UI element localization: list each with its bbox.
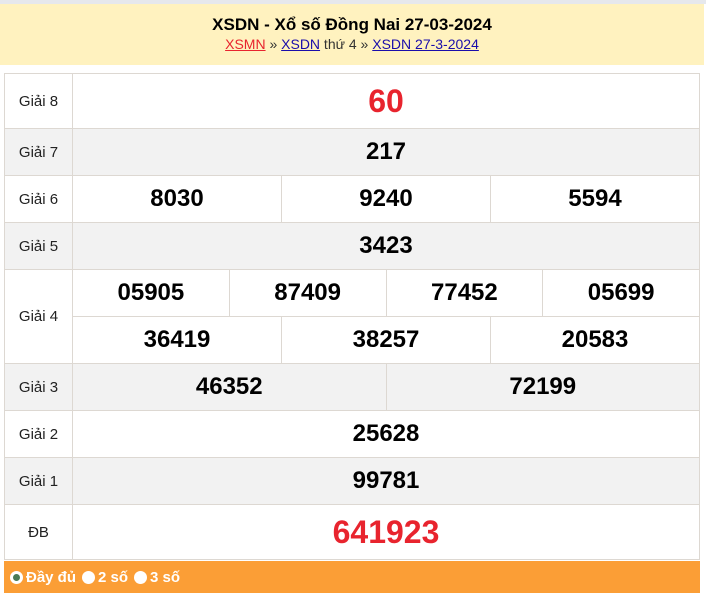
row-giai-5: Giải 5 3423 bbox=[4, 222, 700, 270]
prize-number: 05699 bbox=[542, 269, 700, 317]
breadcrumb-xsmn-link[interactable]: XSMN bbox=[225, 36, 266, 52]
breadcrumb-separator: » bbox=[356, 36, 373, 52]
option-label: Đầy đủ bbox=[26, 568, 77, 586]
option-full[interactable]: Đầy đủ bbox=[10, 569, 76, 586]
prize-number: 87409 bbox=[228, 269, 387, 317]
prize-number: 217 bbox=[72, 128, 700, 176]
prize-label: Giải 8 bbox=[4, 73, 73, 129]
row-giai-4: Giải 4 05905 87409 77452 05699 bbox=[4, 269, 700, 364]
prize-label: ĐB bbox=[4, 504, 73, 560]
prize-label: Giải 1 bbox=[4, 457, 73, 505]
row-giai-1: Giải 1 99781 bbox=[4, 457, 700, 505]
prize-number: 77452 bbox=[385, 269, 544, 317]
prize-number: 05905 bbox=[72, 269, 230, 317]
breadcrumb-date-link[interactable]: XSDN 27-3-2024 bbox=[372, 36, 479, 52]
option-3-digits[interactable]: 3 số bbox=[134, 569, 180, 586]
option-label: 2 số bbox=[98, 568, 129, 586]
prize-label: Giải 2 bbox=[4, 410, 73, 458]
prize-number: 36419 bbox=[72, 316, 282, 364]
special-prize-number: 641923 bbox=[72, 504, 700, 560]
prize-number: 60 bbox=[72, 73, 700, 129]
prize-number: 99781 bbox=[72, 457, 700, 505]
option-2-digits[interactable]: 2 số bbox=[82, 569, 128, 586]
row-giai-4-b: 36419 38257 20583 bbox=[5, 316, 700, 364]
row-giai-2: Giải 2 25628 bbox=[4, 410, 700, 458]
breadcrumb-xsdn-link[interactable]: XSDN bbox=[281, 36, 321, 52]
prize-label: Giải 3 bbox=[4, 363, 73, 411]
prize-label: Giải 7 bbox=[4, 128, 73, 176]
row-giai-6: Giải 6 8030 9240 5594 bbox=[4, 175, 700, 223]
prize-number: 72199 bbox=[385, 363, 700, 411]
page-title: XSDN - Xổ số Đồng Nai 27-03-2024 bbox=[212, 15, 492, 34]
prize-number: 38257 bbox=[281, 316, 491, 364]
prize-number: 3423 bbox=[72, 222, 700, 270]
row-giai-3: Giải 3 46352 72199 bbox=[4, 363, 700, 411]
row-giai-8: Giải 8 60 bbox=[4, 73, 700, 129]
prize-label: Giải 5 bbox=[4, 222, 73, 270]
prize-number: 5594 bbox=[490, 175, 700, 223]
breadcrumb-weekday: thứ 4 bbox=[320, 36, 357, 52]
prize-label: Giải 4 bbox=[4, 269, 73, 364]
radio-selected-icon[interactable] bbox=[10, 570, 23, 584]
breadcrumb: XSMN » XSDN thứ 4 » XSDN 27-3-2024 bbox=[0, 35, 704, 53]
prize-number: 20583 bbox=[490, 316, 700, 364]
top-border bbox=[0, 0, 706, 4]
prize-number: 9240 bbox=[281, 175, 491, 223]
results-table: Giải 8 60 Giải 7 217 Giải 6 8030 9240 5594 Gi… bbox=[4, 73, 700, 560]
prize-label: Giải 6 bbox=[4, 175, 73, 223]
prize-number: 25628 bbox=[72, 410, 700, 458]
radio-icon[interactable] bbox=[82, 570, 96, 584]
prize-number: 8030 bbox=[72, 175, 282, 223]
row-dac-biet: ĐB 641923 bbox=[4, 504, 700, 560]
row-giai-7: Giải 7 217 bbox=[4, 128, 700, 176]
option-label: 3 số bbox=[150, 568, 181, 586]
display-options-bar: Đầy đủ 2 số 3 số bbox=[4, 561, 700, 593]
radio-icon[interactable] bbox=[134, 570, 148, 584]
prize-number: 46352 bbox=[72, 363, 387, 411]
breadcrumb-separator: » bbox=[265, 36, 282, 52]
result-header: XSDN - Xổ số Đồng Nai 27-03-2024 XSMN » … bbox=[0, 4, 704, 65]
